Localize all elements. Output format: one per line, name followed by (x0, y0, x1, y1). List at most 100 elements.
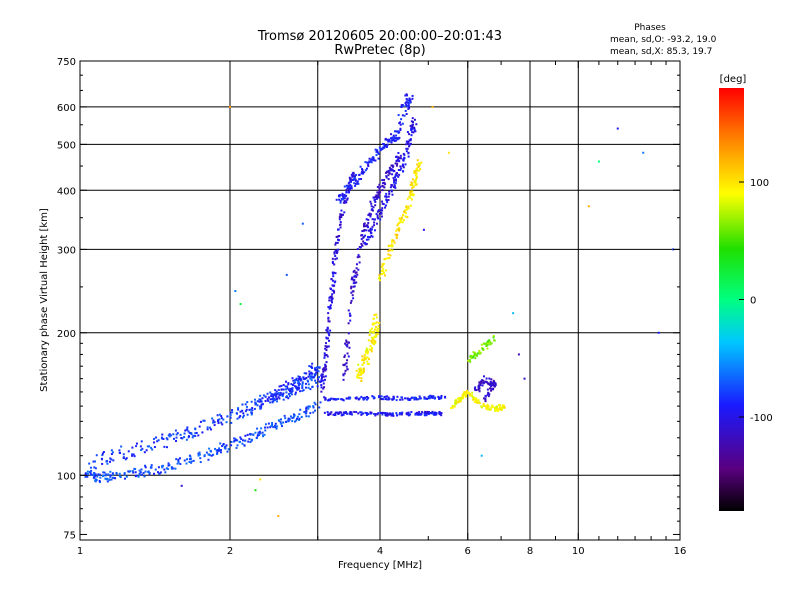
data-point (203, 454, 206, 457)
data-point (366, 395, 369, 398)
data-point (423, 396, 426, 399)
data-point (377, 209, 380, 212)
data-point (284, 385, 287, 388)
data-point (377, 194, 380, 197)
data-point (395, 130, 398, 133)
data-point (86, 475, 89, 478)
data-point (321, 368, 324, 371)
data-point (297, 418, 300, 421)
data-point (358, 368, 361, 371)
data-point (417, 169, 420, 172)
data-point (229, 105, 231, 108)
data-point (329, 413, 332, 416)
data-point (485, 405, 488, 408)
data-point (134, 471, 137, 474)
data-point (201, 431, 204, 434)
data-point (440, 414, 443, 417)
data-point (327, 312, 330, 315)
data-point (377, 191, 380, 194)
data-point (411, 94, 414, 97)
data-point (416, 413, 419, 416)
data-point (342, 413, 345, 416)
data-point (467, 359, 470, 362)
data-point (406, 197, 409, 200)
data-point (391, 244, 394, 247)
data-point (491, 404, 494, 407)
data-point (389, 254, 392, 257)
data-point (154, 468, 157, 471)
data-point (380, 269, 383, 272)
data-point (490, 387, 493, 390)
data-point (250, 412, 253, 415)
data-point (488, 341, 491, 344)
data-point (254, 401, 257, 404)
data-point (657, 331, 660, 334)
data-point (396, 414, 399, 417)
data-point (397, 151, 400, 154)
data-point (374, 195, 377, 198)
data-point (459, 400, 462, 403)
data-point (431, 105, 434, 108)
data-point (327, 306, 330, 309)
data-point (187, 436, 190, 439)
data-point (355, 275, 358, 278)
data-point (86, 470, 89, 473)
data-point (84, 473, 87, 476)
data-point (329, 305, 332, 308)
data-point (298, 417, 301, 420)
data-point (418, 163, 421, 166)
data-point (382, 411, 385, 414)
data-point (388, 249, 391, 252)
data-point (364, 161, 367, 164)
data-point (370, 202, 373, 205)
data-point (361, 172, 364, 175)
data-point (279, 421, 282, 424)
data-point (218, 418, 221, 421)
data-point (288, 395, 291, 398)
data-point (398, 413, 401, 416)
data-point (252, 433, 255, 436)
data-point (345, 339, 348, 342)
data-point (305, 407, 308, 410)
data-point (450, 407, 453, 410)
data-point (413, 398, 416, 401)
data-point (135, 445, 138, 448)
data-point (417, 398, 420, 401)
data-point (320, 386, 323, 389)
data-point (371, 341, 374, 344)
data-point (361, 167, 364, 170)
data-point (378, 146, 381, 149)
data-point (331, 293, 334, 296)
data-point (405, 412, 408, 415)
data-point (281, 395, 284, 398)
data-point (313, 401, 316, 404)
x-tick-label: 6 (465, 546, 471, 557)
data-point (118, 449, 121, 452)
data-point (354, 182, 357, 185)
data-point (212, 453, 215, 456)
data-point (269, 426, 272, 429)
data-point (358, 261, 361, 264)
data-point (337, 397, 340, 400)
data-point (245, 405, 248, 408)
data-point (357, 254, 360, 257)
data-point (146, 445, 149, 448)
data-point (138, 472, 141, 475)
data-point (315, 381, 318, 384)
data-point (172, 433, 175, 436)
data-point (335, 257, 338, 260)
data-point (378, 274, 381, 277)
data-point (328, 399, 331, 402)
data-point (287, 393, 290, 396)
data-point (354, 175, 357, 178)
data-point (362, 225, 365, 228)
data-point (109, 475, 112, 478)
data-point (392, 185, 395, 188)
data-point (352, 290, 355, 293)
data-point (362, 240, 365, 243)
data-point (400, 118, 403, 121)
data-point (348, 397, 351, 400)
y-tick-label: 400 (57, 186, 76, 197)
data-point (353, 182, 356, 185)
data-point (375, 313, 378, 316)
